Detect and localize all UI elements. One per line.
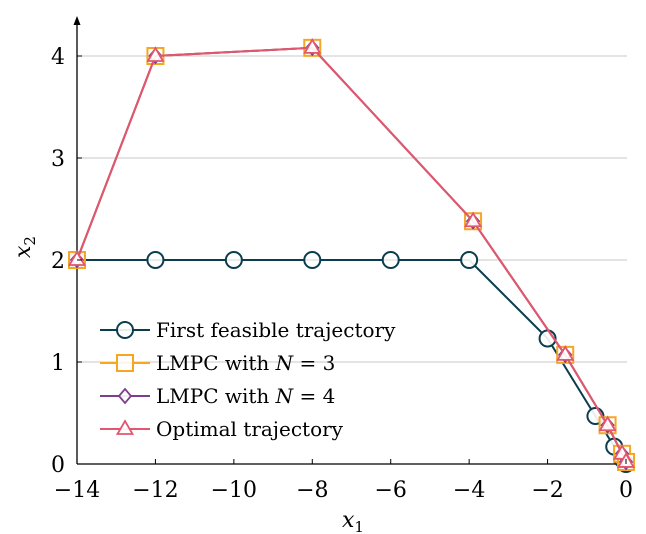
x-tick-label-6: −2: [531, 478, 563, 503]
x-tick-label-5: −4: [453, 478, 485, 503]
x-tick-label-3: −8: [296, 478, 328, 503]
legend-item-0: First feasible trajectory: [100, 318, 396, 342]
series-3-point-2: [303, 38, 322, 54]
x-tick-label-7: 0: [619, 478, 633, 503]
legend: First feasible trajectory LMPC with N = 3…: [100, 318, 396, 441]
x-axis-label: x1: [342, 508, 364, 534]
y-tick-label-3: 3: [51, 147, 65, 172]
tick-labels: −14 −12 −10 −8 −6 −4 −2 0 0 1 2 3 4: [51, 45, 633, 503]
series-3-point-4: [556, 345, 575, 361]
y-tick-label-1: 1: [51, 351, 65, 376]
series-0-point-2: [224, 251, 243, 269]
x-tick-label-2: −10: [211, 478, 257, 503]
y-tick-label-2: 2: [51, 249, 65, 274]
axes: [73, 16, 627, 465]
legend-label-3: Optimal trajectory: [156, 417, 344, 441]
series-3: [67, 38, 636, 468]
legend-marker-1: [116, 354, 134, 372]
legend-label-2: LMPC with N = 4: [156, 384, 335, 408]
y-tick-label-0: 0: [51, 453, 65, 478]
series-0-point-4: [381, 251, 400, 269]
y-tick-label-4: 4: [51, 45, 65, 70]
y-axis-label: x2: [11, 236, 39, 258]
legend-marker-2: [117, 387, 133, 405]
series-3-point-1: [146, 46, 165, 62]
series-0-point-1: [146, 251, 165, 269]
legend-item-1: LMPC with N = 3: [100, 351, 335, 375]
series-layer: [67, 38, 636, 473]
grid-lines: [77, 55, 627, 363]
series-3-point-5: [598, 415, 617, 432]
x-tick-label-0: −14: [54, 478, 100, 503]
x-tick-label-4: −6: [374, 478, 406, 503]
legend-label-0: First feasible trajectory: [156, 318, 396, 342]
series-3-point-0: [67, 250, 87, 266]
legend-marker-3: [115, 419, 135, 435]
series-0-point-3: [303, 251, 322, 269]
series-0-point-5: [460, 251, 479, 269]
legend-marker-0: [116, 321, 134, 339]
legend-item-3: Optimal trajectory: [100, 417, 344, 441]
legend-label-1: LMPC with N = 3: [156, 351, 335, 375]
x-tick-label-1: −12: [132, 478, 178, 503]
series-3-point-3: [464, 211, 483, 228]
y-axis-arrow: [73, 16, 81, 25]
legend-item-2: LMPC with N = 4: [100, 384, 335, 408]
